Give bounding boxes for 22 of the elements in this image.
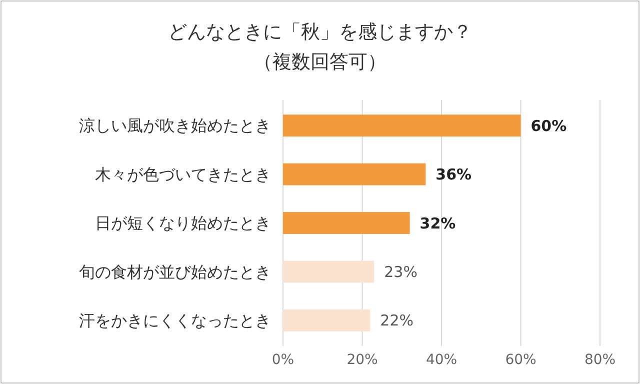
x-tick-label: 0% [272,352,294,368]
bar [283,163,426,186]
y-tick-label: 汗をかきにくくなったとき [79,311,271,330]
x-tick-label: 40% [426,352,458,368]
x-tick-label: 20% [346,352,378,368]
data-label: 23% [384,262,418,281]
bar [283,212,410,234]
data-label: 60% [530,116,567,135]
y-tick-label: 木々が色づいてきたとき [95,164,271,184]
data-label: 22% [380,312,414,330]
y-tick-label: 旬の食材が並び始めたとき [79,262,271,282]
chart-title: どんなときに「秋」を感じますか？ [168,21,472,43]
chart-subtitle: （複数回答可） [254,51,386,73]
bar [283,114,521,137]
bar [283,260,374,283]
x-tick-label: 80% [584,352,616,368]
x-tick-label: 60% [505,352,536,368]
data-label: 32% [420,214,456,232]
data-label: 36% [436,166,472,184]
bar [283,309,370,332]
y-tick-label: 涼しい風が吹き始めたとき [79,116,271,136]
y-tick-label: 日が短くなり始めたとき [95,214,271,233]
